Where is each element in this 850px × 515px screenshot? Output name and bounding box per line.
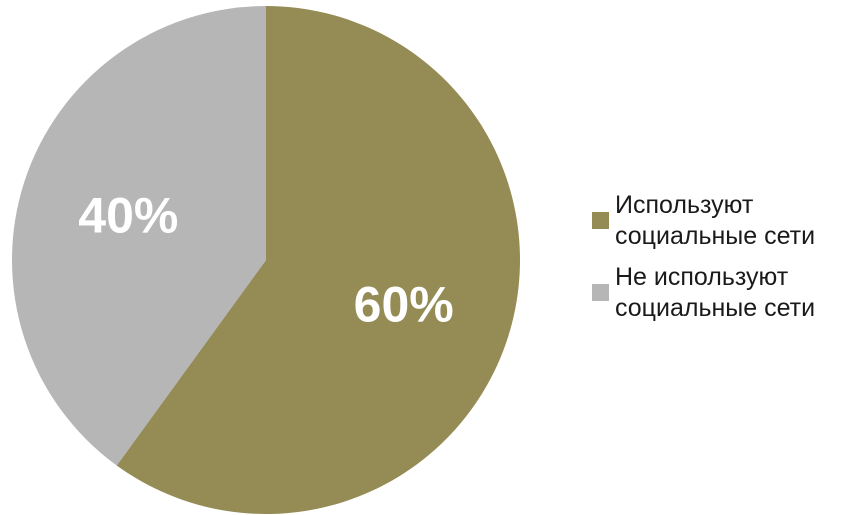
slice-value-label-0: 60% bbox=[354, 277, 454, 333]
legend-marker-0 bbox=[592, 212, 609, 229]
pie-slice-0 bbox=[116, 6, 520, 514]
legend-marker-1 bbox=[592, 284, 609, 301]
legend-label-1-line-1: социальные сети bbox=[615, 294, 815, 322]
legend-label-0-line-1: социальные сети bbox=[615, 222, 815, 250]
pie-slice-1 bbox=[11, 6, 266, 466]
legend-label-0-line-0: Используют bbox=[615, 191, 754, 219]
slice-value-label-1: 40% bbox=[78, 187, 178, 243]
pie-slice-labels: 60% 40% bbox=[78, 187, 453, 332]
legend-label-1-line-0: Не используют bbox=[615, 263, 789, 291]
pie-slices bbox=[11, 6, 520, 514]
legend: Используют социальные сети Не используют со… bbox=[592, 191, 815, 322]
